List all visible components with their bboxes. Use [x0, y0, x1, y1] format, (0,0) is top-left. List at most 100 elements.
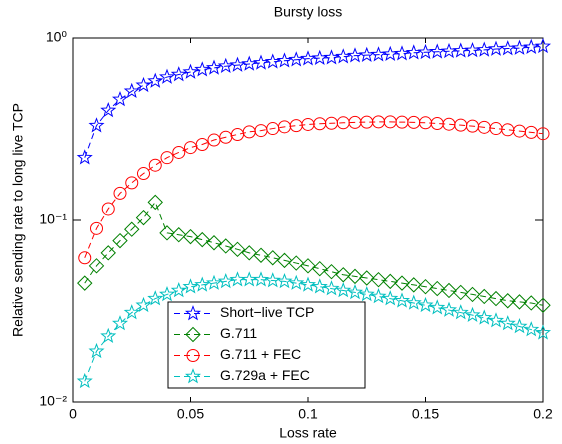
marker: [253, 247, 269, 263]
marker: [252, 271, 270, 287]
marker: [184, 368, 202, 384]
marker: [100, 245, 116, 261]
marker: [252, 54, 270, 70]
marker: [265, 250, 281, 266]
x-axis-label: Loss rate: [279, 425, 337, 441]
marker: [499, 40, 516, 56]
marker: [182, 63, 199, 79]
marker: [241, 245, 257, 261]
marker: [123, 82, 140, 99]
marker: [135, 76, 152, 93]
marker: [137, 167, 150, 181]
marker: [229, 271, 246, 287]
marker: [476, 309, 493, 325]
marker: [231, 127, 244, 141]
marker: [77, 275, 93, 291]
marker: [206, 235, 222, 251]
marker: [113, 186, 127, 200]
marker: [184, 141, 197, 155]
marker: [217, 57, 234, 74]
marker: [288, 274, 305, 290]
marker: [195, 137, 209, 151]
marker: [346, 47, 364, 63]
marker: [264, 272, 281, 288]
marker: [158, 68, 176, 84]
marker: [440, 42, 458, 59]
marker: [441, 282, 457, 299]
x-tick-label: 0.15: [412, 406, 439, 422]
marker: [323, 49, 340, 65]
marker: [499, 315, 516, 331]
marker: [194, 276, 211, 292]
marker: [511, 294, 528, 310]
marker: [159, 225, 175, 241]
marker: [171, 227, 187, 243]
marker: [382, 273, 398, 290]
marker: [464, 286, 481, 303]
marker: [323, 263, 340, 280]
marker: [194, 231, 210, 248]
marker: [90, 221, 103, 235]
marker: [452, 42, 469, 58]
marker: [429, 43, 446, 59]
marker: [88, 258, 105, 274]
marker: [125, 176, 139, 190]
marker: [429, 280, 445, 297]
marker: [288, 51, 305, 67]
marker: [417, 279, 434, 295]
marker: [112, 232, 128, 249]
marker: [394, 275, 410, 291]
marker: [76, 372, 93, 389]
marker: [299, 50, 317, 66]
marker: [185, 326, 201, 343]
marker: [229, 241, 246, 258]
marker: [158, 286, 176, 302]
series-line: [84, 45, 544, 158]
marker: [370, 271, 387, 288]
marker: [100, 327, 117, 343]
marker: [464, 306, 481, 322]
marker: [359, 270, 375, 286]
marker: [276, 272, 293, 289]
marker: [288, 255, 304, 271]
marker: [184, 305, 202, 321]
marker: [100, 102, 117, 118]
marker: [453, 284, 469, 301]
marker: [182, 278, 199, 294]
marker: [276, 252, 293, 269]
x-tick-label: 0.05: [177, 406, 204, 422]
marker: [335, 267, 351, 283]
marker: [111, 90, 129, 107]
marker: [147, 72, 164, 88]
marker: [335, 48, 352, 64]
marker: [523, 321, 540, 337]
marker: [311, 49, 328, 65]
marker: [405, 44, 422, 60]
marker: [276, 52, 293, 68]
marker: [534, 324, 552, 340]
marker: [382, 45, 399, 61]
marker: [500, 293, 516, 309]
y-tick-label: 10⁻¹: [39, 211, 67, 227]
marker: [170, 282, 187, 298]
marker: [148, 158, 162, 172]
marker: [264, 53, 281, 69]
marker: [147, 194, 163, 211]
marker: [124, 221, 140, 237]
marker: [370, 288, 387, 304]
marker: [346, 284, 364, 300]
marker: [370, 46, 387, 62]
marker: [101, 202, 115, 216]
legend-box: [167, 301, 366, 389]
marker: [511, 39, 528, 55]
marker: [123, 304, 140, 320]
x-tick-label: 0.2: [533, 406, 553, 422]
marker: [323, 280, 340, 296]
marker: [393, 292, 411, 308]
marker: [429, 299, 446, 315]
marker: [172, 145, 186, 159]
x-tick-label: 0.1: [298, 406, 318, 422]
marker: [186, 349, 200, 362]
x-tick-label: 0: [69, 406, 77, 422]
